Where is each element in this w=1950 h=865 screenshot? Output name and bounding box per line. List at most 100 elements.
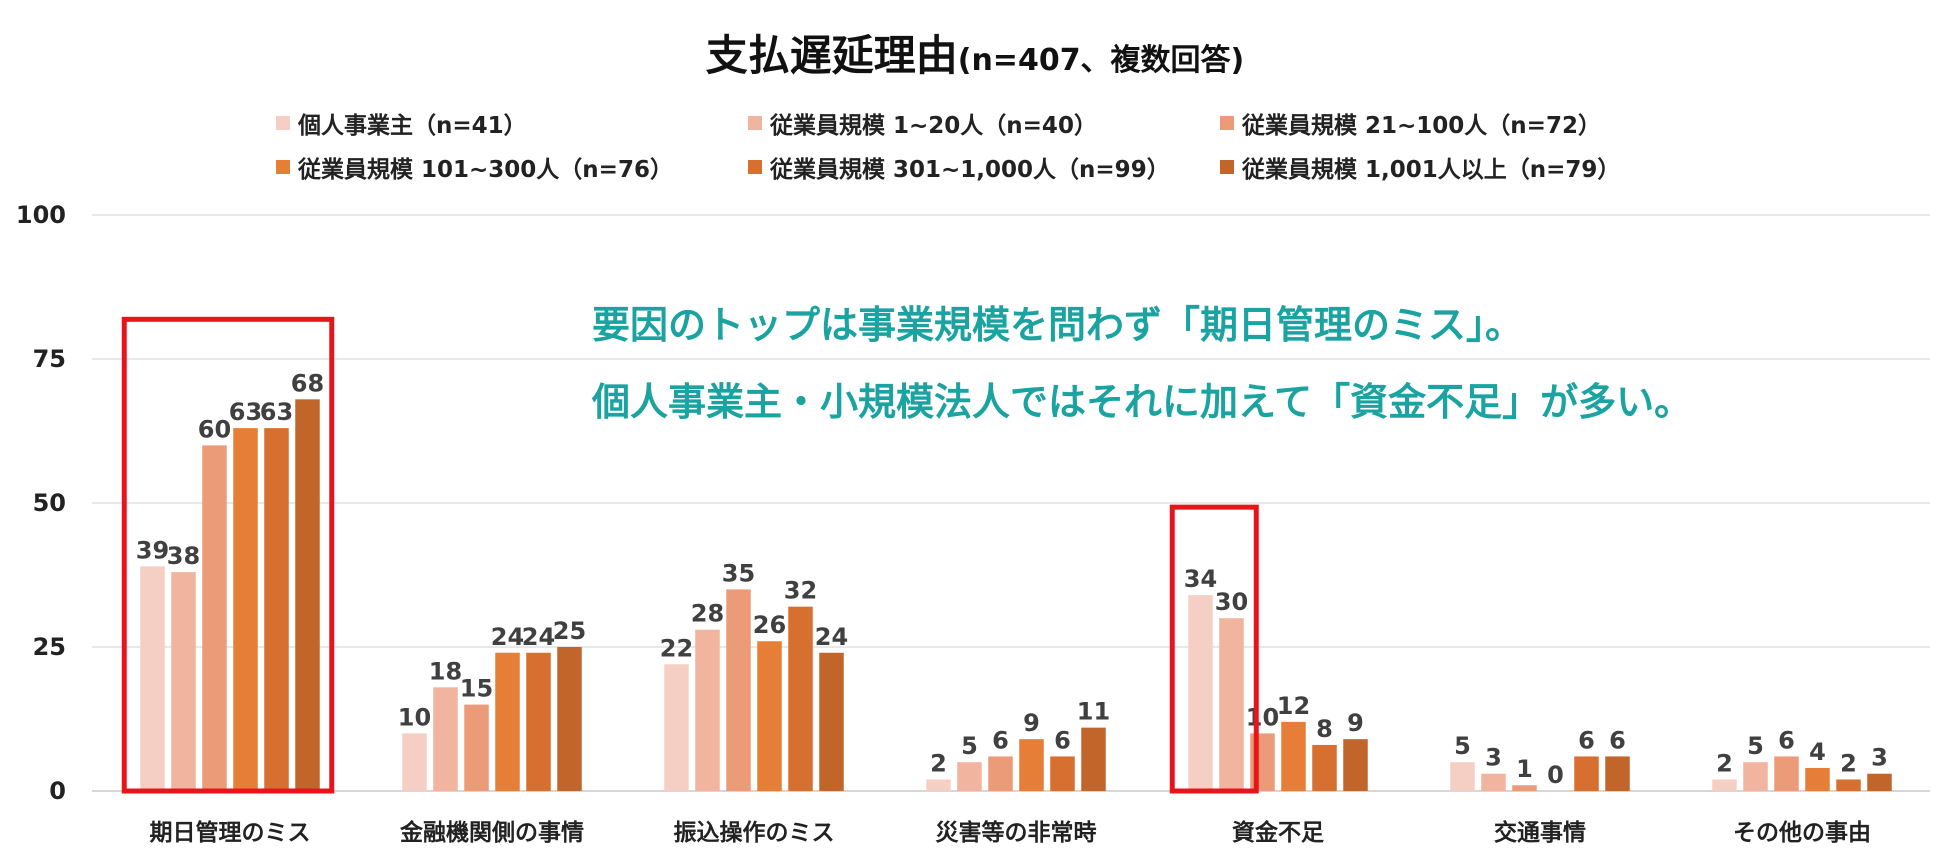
bar [726, 589, 751, 791]
bar [1605, 756, 1630, 791]
data-label: 6 [1054, 726, 1071, 754]
bar [464, 704, 489, 791]
highlight-box [1169, 504, 1259, 794]
data-label: 5 [961, 732, 978, 760]
annotation-text: 個人事業主・小規模法人ではそれに加えて「資金不足」が多い。 [591, 380, 1692, 424]
bar [1512, 785, 1537, 791]
legend-label: 従業員規模 21~100人（n=72） [1242, 113, 1601, 139]
bar [1743, 762, 1768, 791]
bar [495, 652, 520, 791]
data-label: 2 [1716, 749, 1733, 777]
data-label: 24 [491, 623, 524, 651]
bar [202, 445, 227, 791]
x-tick-label: 振込操作のミス [674, 819, 835, 846]
bar [1867, 773, 1892, 791]
bar [1805, 767, 1830, 791]
y-tick-label: 50 [33, 489, 66, 517]
data-label: 32 [784, 577, 817, 605]
data-label: 25 [553, 617, 586, 645]
legend-swatch [276, 116, 290, 130]
highlight-box [121, 316, 335, 794]
legend-label: 従業員規模 301~1,000人（n=99） [770, 157, 1170, 183]
y-tick-label: 25 [33, 633, 66, 661]
data-label: 12 [1277, 692, 1310, 720]
bar [526, 652, 551, 791]
data-label: 10 [398, 703, 431, 731]
chart-subtitle: (n=407、複数回答) [957, 43, 1245, 78]
data-label: 34 [1184, 565, 1217, 593]
bar [1050, 756, 1075, 791]
x-tick-label: 災害等の非常時 [936, 819, 1097, 846]
bar [140, 566, 165, 791]
legend-swatch [748, 116, 762, 130]
legend-label: 従業員規模 101~300人（n=76） [298, 157, 673, 183]
bar [171, 572, 196, 791]
legend-item: 従業員規模 101~300人（n=76） [276, 150, 673, 184]
data-label: 6 [1609, 726, 1626, 754]
data-label: 4 [1809, 738, 1826, 766]
bar [402, 733, 427, 791]
bar [433, 687, 458, 791]
data-label: 22 [660, 634, 693, 662]
legend-item: 従業員規模 1~20人（n=40） [748, 106, 1097, 140]
data-label: 10 [1246, 703, 1279, 731]
legend-swatch [276, 160, 290, 174]
data-label: 5 [1454, 732, 1471, 760]
chart-title: 支払遅延理由(n=407、複数回答) [0, 22, 1950, 83]
data-label: 3 [1871, 744, 1888, 772]
data-label: 63 [229, 398, 262, 426]
bar [264, 428, 289, 791]
chart-title-main: 支払遅延理由 [705, 31, 958, 80]
legend-item: 個人事業主（n=41） [276, 106, 527, 140]
bar [695, 629, 720, 791]
legend: 個人事業主（n=41） 従業員規模 1~20人（n=40） 従業員規模 21~100… [0, 0, 1950, 200]
x-tick-label: 資金不足 [1232, 819, 1324, 846]
data-label: 0 [1547, 761, 1564, 789]
bar [1343, 739, 1368, 791]
legend-label: 個人事業主（n=41） [298, 113, 527, 139]
legend-swatch [748, 160, 762, 174]
data-label: 39 [136, 536, 169, 564]
data-label: 15 [460, 675, 493, 703]
data-label: 35 [722, 559, 755, 587]
data-label: 2 [930, 749, 947, 777]
data-label: 24 [815, 623, 848, 651]
data-label: 6 [992, 726, 1009, 754]
y-tick-label: 0 [49, 777, 66, 805]
legend-item: 従業員規模 1,001人以上（n=79） [1220, 150, 1620, 184]
legend-item: 従業員規模 301~1,000人（n=99） [748, 150, 1170, 184]
data-label: 8 [1316, 715, 1333, 743]
data-label: 30 [1215, 588, 1248, 616]
bar [1219, 618, 1244, 791]
data-label: 6 [1778, 726, 1795, 754]
x-tick-label: その他の事由 [1733, 820, 1871, 846]
bar [988, 756, 1013, 791]
bar [1019, 739, 1044, 791]
legend-swatch [1220, 116, 1234, 130]
bar [819, 652, 844, 791]
annotation-text: 要因のトップは事業規模を問わず「期日管理のミス」。 [592, 303, 1523, 347]
x-tick-label: 期日管理のミス [150, 819, 311, 846]
data-label: 60 [198, 415, 231, 443]
data-label: 6 [1578, 726, 1595, 754]
data-label: 3 [1485, 744, 1502, 772]
data-label: 18 [429, 657, 462, 685]
data-label: 26 [753, 611, 786, 639]
data-label: 38 [167, 542, 200, 570]
data-label: 63 [260, 398, 293, 426]
data-label: 68 [291, 369, 324, 397]
bar [1481, 773, 1506, 791]
bar [757, 641, 782, 791]
bar [1774, 756, 1799, 791]
data-label: 2 [1840, 749, 1857, 777]
data-label: 11 [1077, 698, 1110, 726]
bar [557, 647, 582, 791]
bar [664, 664, 689, 791]
legend-label: 従業員規模 1~20人（n=40） [770, 113, 1097, 139]
bar [1712, 779, 1737, 791]
bar [1574, 756, 1599, 791]
data-label: 5 [1747, 732, 1764, 760]
bar [926, 779, 951, 791]
bar [1188, 595, 1213, 791]
